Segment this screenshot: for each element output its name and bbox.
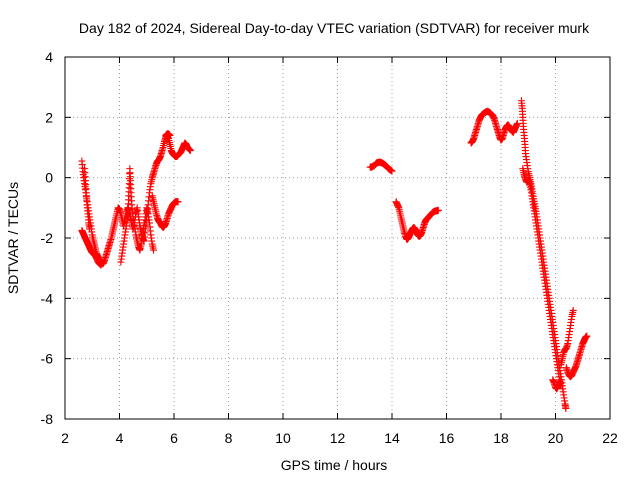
x-tick-label: 2 <box>61 430 69 446</box>
data-point <box>556 377 564 385</box>
x-tick-label: 20 <box>548 430 564 446</box>
x-tick-label: 22 <box>602 430 618 446</box>
grid <box>65 57 610 419</box>
data-point <box>174 198 182 206</box>
y-tick-label: -8 <box>41 411 54 427</box>
y-tick-label: -6 <box>41 351 54 367</box>
y-axis-label: SDTVAR / TECUs <box>5 182 21 294</box>
y-axis-ticks: -8 -6 -4 -2 0 2 4 <box>41 49 610 427</box>
data-point <box>166 131 174 139</box>
x-tick-label: 18 <box>493 430 509 446</box>
data-point <box>388 167 396 175</box>
data-point <box>562 404 570 412</box>
x-tick-label: 12 <box>330 430 346 446</box>
data-point <box>97 261 105 269</box>
data-point <box>569 306 577 314</box>
y-tick-label: 0 <box>45 170 53 186</box>
x-tick-label: 10 <box>275 430 291 446</box>
data-point <box>186 147 194 155</box>
x-tick-label: 14 <box>384 430 400 446</box>
data-series-sdtvar <box>78 97 591 412</box>
y-tick-label: -4 <box>41 290 54 306</box>
x-tick-label: 6 <box>170 430 178 446</box>
chart-title: Day 182 of 2024, Sidereal Day-to-day VTE… <box>79 20 590 36</box>
x-axis-ticks: 2 4 6 8 10 12 14 16 18 20 22 <box>61 57 618 446</box>
x-tick-label: 8 <box>225 430 233 446</box>
y-tick-label: 4 <box>45 49 53 65</box>
x-tick-label: 4 <box>116 430 124 446</box>
x-tick-label: 16 <box>439 430 455 446</box>
data-point <box>583 332 591 340</box>
x-axis-label: GPS time / hours <box>281 457 388 473</box>
y-tick-label: 2 <box>45 109 53 125</box>
data-point <box>434 206 442 214</box>
data-point <box>150 246 158 254</box>
y-tick-label: -2 <box>41 230 54 246</box>
data-point <box>86 225 94 233</box>
